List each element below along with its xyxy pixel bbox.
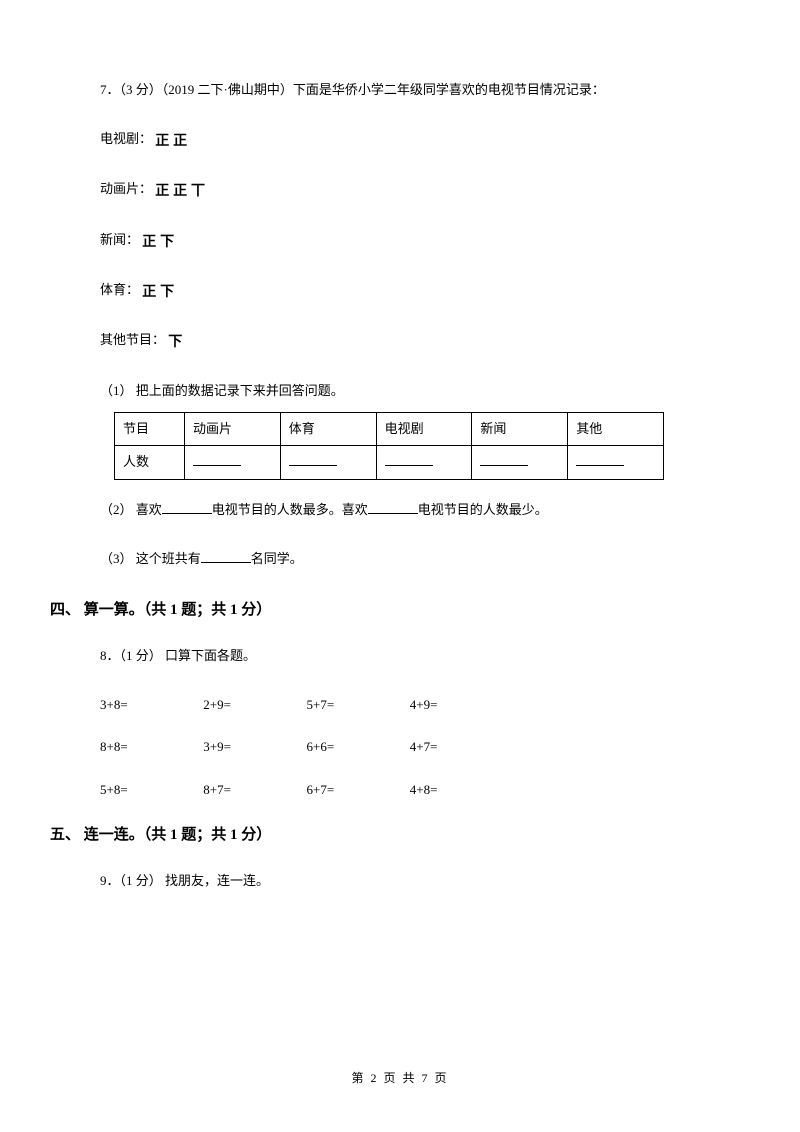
math-item: 5+7= bbox=[307, 695, 407, 716]
th-2: 体育 bbox=[280, 412, 376, 446]
math-item: 4+9= bbox=[410, 695, 510, 716]
th-0: 节目 bbox=[115, 412, 185, 446]
tally-marks: 下 bbox=[168, 330, 182, 352]
td-blank[interactable] bbox=[376, 446, 472, 480]
q7-text: 下面是华侨小学二年级同学喜欢的电视节目情况记录： bbox=[293, 82, 605, 97]
th-5: 其他 bbox=[568, 412, 664, 446]
q7-header: 7．（3 分）（2019 二下·佛山期中）下面是华侨小学二年级同学喜欢的电视节目… bbox=[100, 80, 700, 101]
math-item: 4+8= bbox=[410, 780, 510, 801]
tally-marks: 正 下 bbox=[142, 230, 174, 252]
table-row: 节目 动画片 体育 电视剧 新闻 其他 bbox=[115, 412, 664, 446]
q7-item-0: 电视剧： 正 正 bbox=[100, 129, 700, 151]
td-blank[interactable] bbox=[568, 446, 664, 480]
q7-sub3-b: 名同学。 bbox=[251, 551, 303, 566]
td-blank[interactable] bbox=[280, 446, 376, 480]
q7-item-3-label: 体育： bbox=[100, 282, 139, 297]
q8-row-1: 8+8= 3+9= 6+6= 4+7= bbox=[100, 737, 700, 758]
q8-row-2: 5+8= 8+7= 6+7= 4+8= bbox=[100, 780, 700, 801]
q7-item-1: 动画片： 正 正 丅 bbox=[100, 179, 700, 201]
q7-item-1-label: 动画片： bbox=[100, 181, 152, 196]
th-1: 动画片 bbox=[185, 412, 281, 446]
td-blank[interactable] bbox=[472, 446, 568, 480]
q7-sub1: （1） 把上面的数据记录下来并回答问题。 bbox=[100, 381, 700, 402]
tally-marks: 正 正 丅 bbox=[155, 179, 205, 201]
section-5-heading: 五、 连一连。（共 1 题；共 1 分） bbox=[50, 823, 700, 847]
q9-header: 9．（1 分） 找朋友，连一连。 bbox=[100, 871, 700, 892]
q8-row-0: 3+8= 2+9= 5+7= 4+9= bbox=[100, 695, 700, 716]
q7-item-0-label: 电视剧： bbox=[100, 131, 152, 146]
q7-item-3: 体育： 正 下 bbox=[100, 280, 700, 302]
math-item: 2+9= bbox=[203, 695, 303, 716]
blank-input[interactable] bbox=[162, 500, 212, 514]
q7-item-4-label: 其他节目： bbox=[100, 333, 165, 348]
math-item: 8+7= bbox=[203, 780, 303, 801]
blank-input[interactable] bbox=[201, 549, 251, 563]
tally-marks: 正 下 bbox=[142, 280, 174, 302]
q7-item-2: 新闻： 正 下 bbox=[100, 230, 700, 252]
q7-sub2-a: （2） 喜欢 bbox=[100, 502, 162, 517]
q7-sub3-a: （3） 这个班共有 bbox=[100, 551, 201, 566]
q7-sub2-c: 电视节目的人数最少。 bbox=[418, 502, 548, 517]
section-4-heading: 四、 算一算。（共 1 题；共 1 分） bbox=[50, 598, 700, 622]
math-item: 6+7= bbox=[307, 780, 407, 801]
q7-sub2: （2） 喜欢 电视节目的人数最多。喜欢 电视节目的人数最少。 bbox=[100, 500, 700, 521]
q7-prefix: 7．（3 分）（2019 二下·佛山期中） bbox=[100, 82, 293, 97]
math-item: 6+6= bbox=[307, 737, 407, 758]
q7-sub3: （3） 这个班共有 名同学。 bbox=[100, 549, 700, 570]
th-4: 新闻 bbox=[472, 412, 568, 446]
math-item: 5+8= bbox=[100, 780, 200, 801]
table-row: 人数 bbox=[115, 446, 664, 480]
blank-input[interactable] bbox=[368, 500, 418, 514]
math-item: 3+8= bbox=[100, 695, 200, 716]
q7-sub2-b: 电视节目的人数最多。喜欢 bbox=[212, 502, 368, 517]
q7-item-2-label: 新闻： bbox=[100, 232, 139, 247]
td-blank[interactable] bbox=[185, 446, 281, 480]
math-item: 8+8= bbox=[100, 737, 200, 758]
th-3: 电视剧 bbox=[376, 412, 472, 446]
page-footer: 第 2 页 共 7 页 bbox=[0, 1069, 800, 1088]
td-label: 人数 bbox=[115, 446, 185, 480]
q7-table: 节目 动画片 体育 电视剧 新闻 其他 人数 bbox=[114, 412, 664, 481]
q8-header: 8．（1 分） 口算下面各题。 bbox=[100, 646, 700, 667]
math-item: 4+7= bbox=[410, 737, 510, 758]
tally-marks: 正 正 bbox=[155, 129, 187, 151]
math-item: 3+9= bbox=[203, 737, 303, 758]
q7-item-4: 其他节目： 下 bbox=[100, 330, 700, 352]
